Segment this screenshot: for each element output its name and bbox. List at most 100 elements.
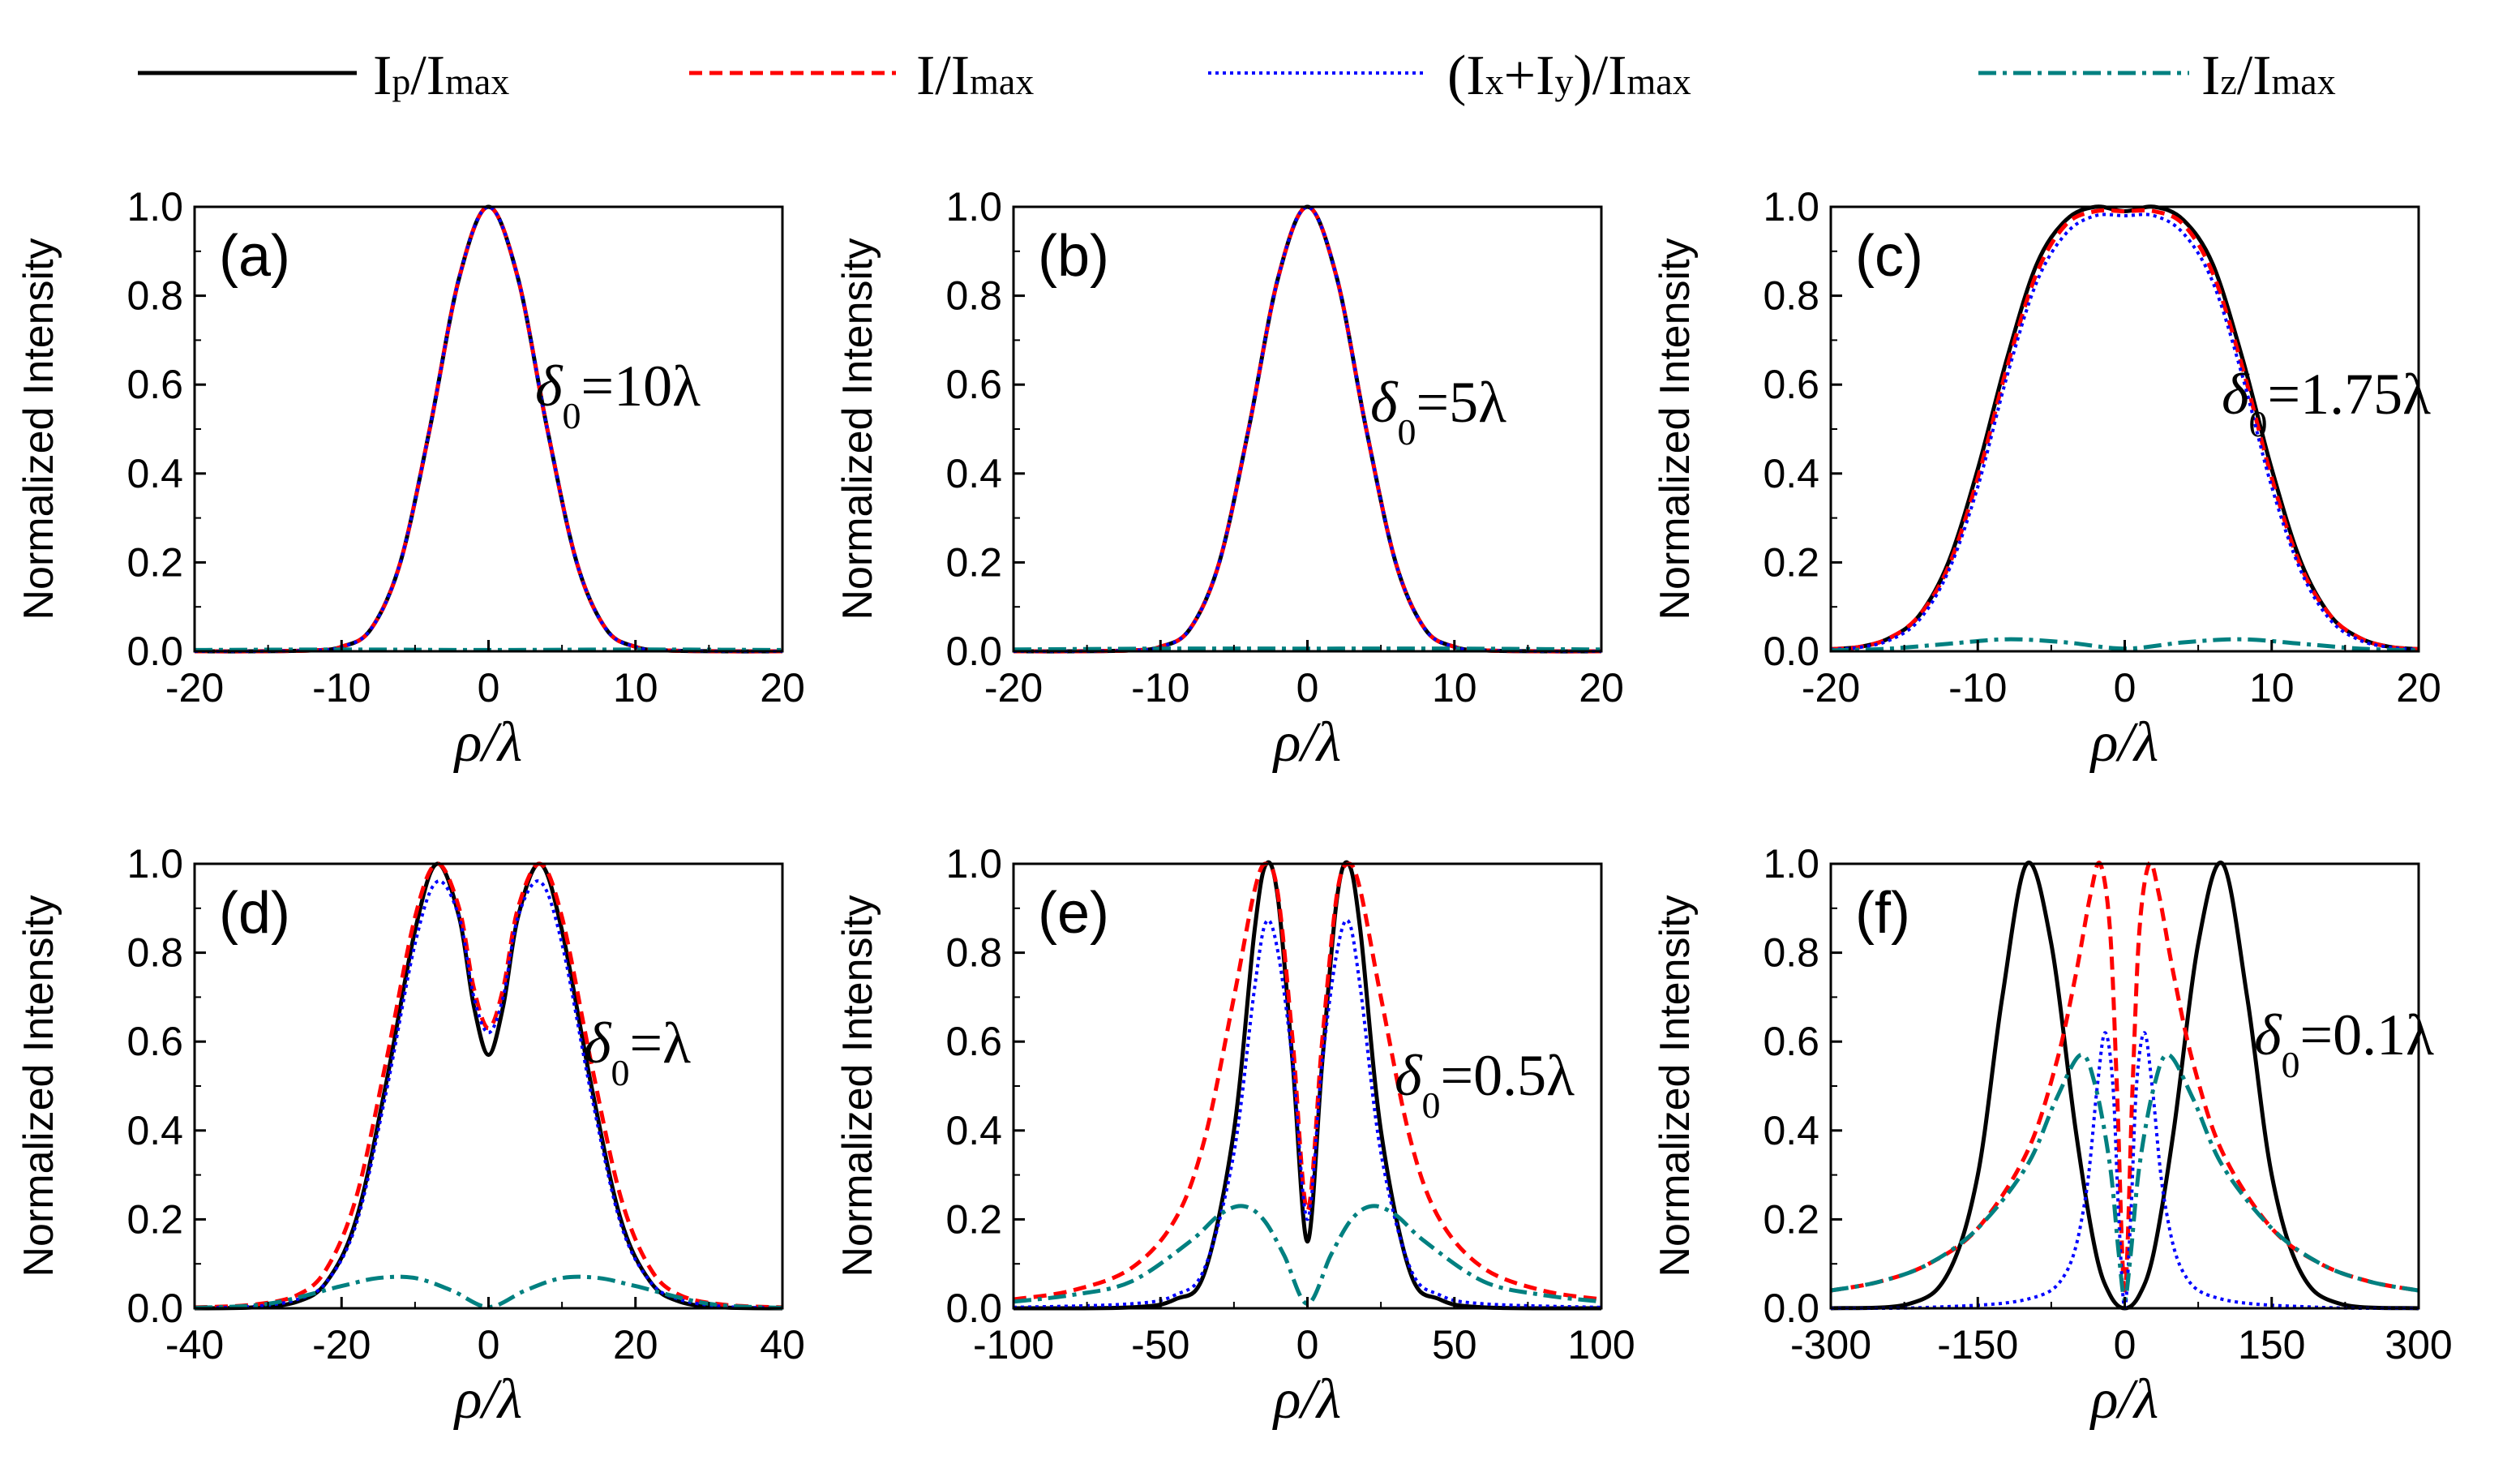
panel-label: (b) xyxy=(1038,224,1109,289)
series--ix-iy-imax xyxy=(1014,918,1601,1309)
legend: Ip/Imax I/Imax (Ix+Iy)/Imax Iz/Imax xyxy=(138,45,2336,107)
y-tick-label: 0.2 xyxy=(945,1196,1002,1242)
series--ix-iy-imax xyxy=(195,879,782,1310)
x-tick-label: 300 xyxy=(2385,1322,2452,1367)
y-axis-label: Normalized Intensity xyxy=(1652,238,1699,620)
y-axis-label: Normalized Intensity xyxy=(15,238,62,620)
x-tick-label: 20 xyxy=(613,1322,658,1367)
x-tick-label: 0 xyxy=(1296,665,1319,711)
series-i-imax xyxy=(1014,861,1601,1302)
panel-annotation: δ0=1.75λ xyxy=(2222,362,2431,444)
x-tick-label: 10 xyxy=(613,665,658,711)
y-tick-label: 0.4 xyxy=(945,1108,1002,1153)
series-ip-imax xyxy=(1014,860,1601,1311)
y-tick-label: 0.0 xyxy=(126,1286,183,1331)
x-tick-label: -50 xyxy=(1131,1322,1189,1367)
y-tick-label: 0.8 xyxy=(1763,930,1819,976)
y-tick-label: 0.8 xyxy=(1763,273,1819,319)
panel-label: (d) xyxy=(219,881,290,946)
x-tick-label: 20 xyxy=(2396,665,2441,711)
x-tick-label: -10 xyxy=(1948,665,2007,711)
series-iz-imax xyxy=(1014,1204,1601,1306)
y-tick-label: 1.0 xyxy=(126,841,183,887)
plot-frame xyxy=(1829,862,2420,1310)
y-tick-label: 0.6 xyxy=(1763,1019,1819,1064)
y-tick-label: 0.4 xyxy=(945,451,1002,496)
x-tick-label: 40 xyxy=(760,1322,805,1367)
series-i-imax xyxy=(1831,861,2419,1293)
x-axis-label: ρ/λ xyxy=(453,1368,522,1431)
y-tick-label: 1.0 xyxy=(1763,184,1819,230)
panel-d: -40 -20 0 20 40 0.0 0.2 0.4 0.6 0.8 1.0 ρ/λ Normaliz… xyxy=(15,841,805,1431)
x-tick-label: 100 xyxy=(1567,1322,1635,1367)
y-tick-label: 1.0 xyxy=(126,184,183,230)
panel-annotation: δ0=λ xyxy=(584,1011,691,1093)
y-tick-label: 0.2 xyxy=(1763,1196,1819,1242)
y-tick-label: 0.0 xyxy=(1763,629,1819,674)
y-tick-label: 0.4 xyxy=(126,1108,183,1153)
y-tick-label: 0.0 xyxy=(126,629,183,674)
y-tick-label: 0.8 xyxy=(945,273,1002,319)
x-axis-label: ρ/λ xyxy=(453,711,522,774)
panel-f: -300 -150 0 150 300 0.0 0.2 0.4 0.6 0.8 1.0 ρ/λ Norm… xyxy=(1652,841,2453,1431)
series-iz-imax xyxy=(195,1274,782,1310)
x-tick-label: 20 xyxy=(1579,665,1624,711)
y-tick-label: 0.6 xyxy=(1763,362,1819,407)
x-tick-label: -10 xyxy=(312,665,371,711)
panel-annotation: δ0=0.1λ xyxy=(2254,1002,2434,1085)
series-iz-imax xyxy=(1831,1053,2419,1302)
x-tick-label: -150 xyxy=(1937,1322,2018,1367)
x-tick-label: -40 xyxy=(165,1322,224,1367)
x-tick-label: 0 xyxy=(478,665,500,711)
panel-label: (a) xyxy=(219,224,290,289)
panel-label: (f) xyxy=(1855,881,1910,946)
y-tick-label: 1.0 xyxy=(945,184,1002,230)
legend-label-3: Iz/Imax xyxy=(2201,45,2336,107)
x-tick-label: 50 xyxy=(1432,1322,1477,1367)
x-tick-label: 20 xyxy=(760,665,805,711)
x-axis-label: ρ/λ xyxy=(2089,711,2158,774)
y-tick-label: 0.4 xyxy=(1763,1108,1819,1153)
x-tick-label: 10 xyxy=(2249,665,2295,711)
y-tick-label: 0.2 xyxy=(945,539,1002,585)
legend-label-0: Ip/Imax xyxy=(373,45,509,107)
y-tick-label: 0.6 xyxy=(945,362,1002,407)
y-tick-label: 0.8 xyxy=(126,273,183,319)
y-tick-label: 0.2 xyxy=(1763,539,1819,585)
series-i-imax xyxy=(1831,208,2419,651)
y-tick-label: 1.0 xyxy=(945,841,1002,887)
x-axis-label: ρ/λ xyxy=(1272,711,1341,774)
panel-label: (c) xyxy=(1855,224,1923,289)
y-axis-label: Normalized Intensity xyxy=(834,238,881,620)
x-tick-label: 0 xyxy=(2114,1322,2136,1367)
panel-annotation: δ0=5λ xyxy=(1370,370,1506,453)
y-tick-label: 0.0 xyxy=(945,629,1002,674)
x-tick-label: -20 xyxy=(312,1322,371,1367)
series--ix-iy-imax xyxy=(1831,213,2419,651)
y-axis-label: Normalized Intensity xyxy=(1652,895,1699,1277)
x-tick-label: 0 xyxy=(478,1322,500,1367)
y-tick-label: 1.0 xyxy=(1763,841,1819,887)
x-tick-label: -20 xyxy=(984,665,1043,711)
y-tick-label: 0.6 xyxy=(126,1019,183,1064)
y-tick-label: 0.2 xyxy=(126,1196,183,1242)
panel-annotation: δ0=10λ xyxy=(535,354,701,436)
panel-a: -20 -10 0 10 20 0.0 0.2 0.4 0.6 0.8 1.0 ρ/λ Normaliz… xyxy=(15,184,805,774)
x-tick-label: 0 xyxy=(1296,1322,1319,1367)
x-tick-label: 150 xyxy=(2238,1322,2305,1367)
panel-label: (e) xyxy=(1038,881,1109,946)
y-axis-label: Normalized Intensity xyxy=(834,895,881,1277)
y-tick-label: 0.6 xyxy=(126,362,183,407)
x-tick-label: -20 xyxy=(165,665,224,711)
y-tick-label: 0.0 xyxy=(1763,1286,1819,1331)
panel-e: -100 -50 0 50 100 0.0 0.2 0.4 0.6 0.8 1.0 ρ/λ Normal… xyxy=(834,841,1635,1431)
series-ip-imax xyxy=(1831,861,2419,1311)
x-axis-label: ρ/λ xyxy=(2089,1368,2158,1431)
y-tick-label: 0.8 xyxy=(945,930,1002,976)
panels: -20 -10 0 10 20 0.0 0.2 0.4 0.6 0.8 1.0 ρ/λ Normaliz… xyxy=(15,184,2453,1431)
panel-b: -20 -10 0 10 20 0.0 0.2 0.4 0.6 0.8 1.0 ρ/λ Normaliz… xyxy=(834,184,1624,774)
x-tick-label: 10 xyxy=(1432,665,1477,711)
y-tick-label: 0.4 xyxy=(1763,451,1819,496)
panel-annotation: δ0=0.5λ xyxy=(1395,1043,1575,1126)
